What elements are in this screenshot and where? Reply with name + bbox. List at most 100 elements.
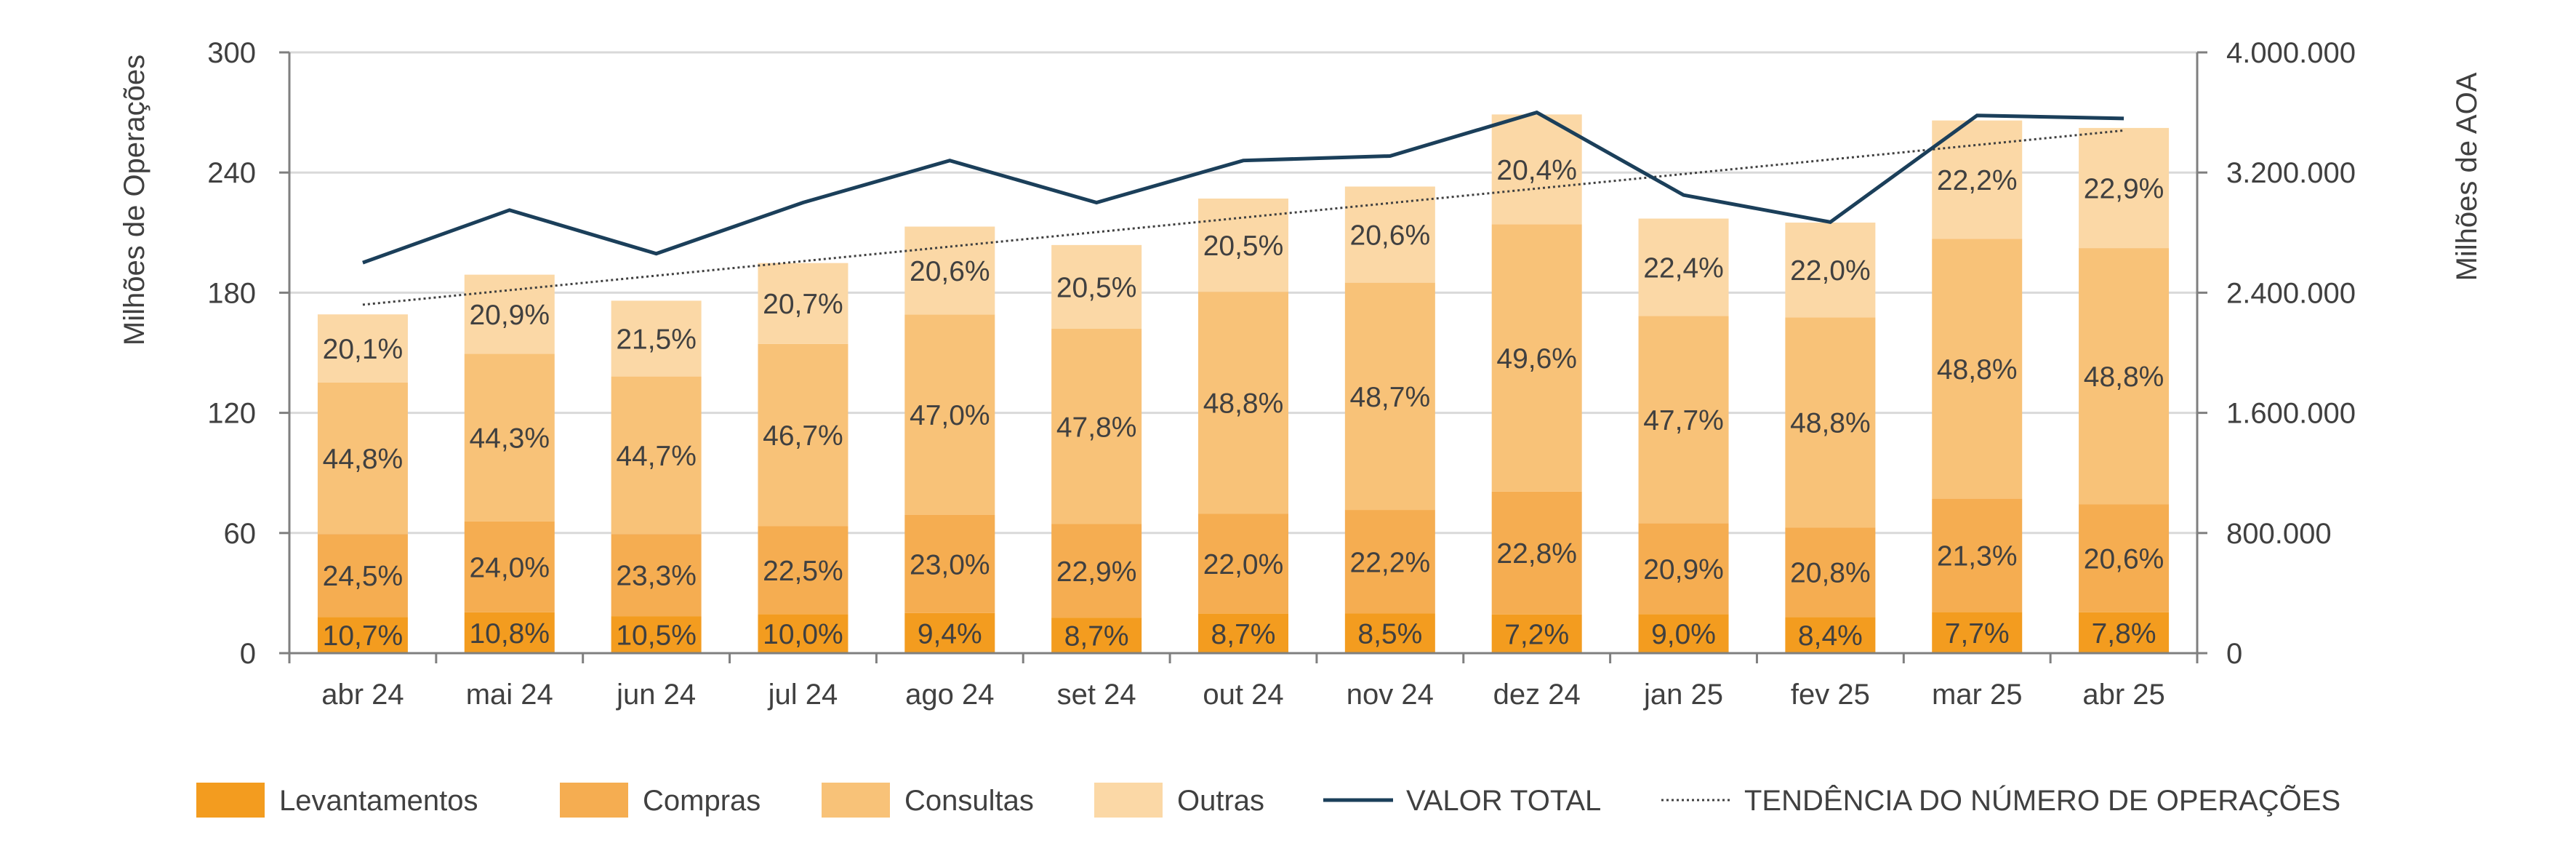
- bar-segment: [1491, 114, 1582, 225]
- data-label: 22,5%: [763, 556, 843, 587]
- bar-segment: [1491, 491, 1582, 615]
- y-left-tick-label: 300: [207, 37, 256, 69]
- data-label: 20,5%: [1056, 272, 1137, 303]
- data-label: 20,7%: [763, 289, 843, 320]
- data-label: 23,3%: [616, 561, 697, 592]
- data-label: 20,8%: [1790, 558, 1871, 589]
- data-label: 7,8%: [2092, 618, 2156, 650]
- data-label: 8,7%: [1064, 621, 1129, 652]
- data-label: 20,5%: [1203, 231, 1284, 262]
- data-label: 22,0%: [1790, 255, 1871, 287]
- y-right-tick-label: 3.200.000: [2226, 157, 2356, 189]
- legend-label: Levantamentos: [279, 785, 478, 817]
- data-label: 22,9%: [2084, 174, 2164, 205]
- legend-swatch: [560, 783, 628, 818]
- bar-segment: [611, 300, 702, 377]
- y-right-tick-label: 1.600.000: [2226, 398, 2356, 430]
- x-tick-label: nov 24: [1347, 679, 1434, 711]
- data-label: 47,0%: [910, 400, 990, 431]
- x-tick-label: jan 25: [1643, 679, 1723, 711]
- bar-segment: [1051, 329, 1142, 524]
- data-label: 22,4%: [1643, 252, 1724, 284]
- data-label: 48,8%: [1937, 354, 2018, 385]
- legend-label: Outras: [1177, 785, 1264, 817]
- legend-label: Consultas: [904, 785, 1034, 817]
- bar-segment: [464, 521, 555, 612]
- x-tick-label: fev 25: [1791, 679, 1870, 711]
- data-label: 48,7%: [1350, 382, 1431, 413]
- data-label: 10,8%: [469, 618, 550, 650]
- y-right-tick-label: 800.000: [2226, 518, 2332, 550]
- data-label: 20,6%: [910, 256, 990, 287]
- data-label: 20,6%: [2084, 543, 2164, 575]
- legend-swatch: [822, 783, 890, 818]
- bar-segment: [904, 314, 995, 515]
- data-label: 21,3%: [1937, 541, 2018, 572]
- y-right-tick-label: 2.400.000: [2226, 277, 2356, 309]
- data-label: 48,8%: [2084, 361, 2164, 393]
- data-label: 20,6%: [1350, 220, 1431, 252]
- bar-segment: [317, 617, 408, 653]
- data-label: 22,2%: [1350, 547, 1431, 578]
- bar-segment: [1051, 618, 1142, 653]
- bar-segment: [1638, 316, 1729, 524]
- x-tick-label: abr 24: [321, 679, 404, 711]
- data-label: 21,5%: [616, 324, 697, 356]
- data-label: 44,7%: [616, 441, 697, 472]
- data-label: 47,8%: [1056, 412, 1137, 443]
- bar-segment: [1344, 613, 1435, 653]
- x-tick-label: ago 24: [905, 679, 994, 711]
- bar-segment: [2079, 248, 2170, 505]
- bar-segment: [1344, 186, 1435, 283]
- bar-segment: [1932, 120, 2023, 239]
- data-label: 8,4%: [1798, 620, 1863, 652]
- bar-segment: [1198, 514, 1288, 614]
- y-axis-left-title: Milhões de Operações: [119, 55, 151, 345]
- bar-segment: [1491, 224, 1582, 492]
- bar-segment: [904, 612, 995, 653]
- data-label: 49,6%: [1496, 343, 1577, 375]
- bar-segment: [464, 612, 555, 653]
- data-label: 7,7%: [1945, 618, 2010, 650]
- bar-segment: [1932, 612, 2023, 653]
- data-label: 44,8%: [323, 444, 404, 475]
- bar-segment: [1638, 218, 1729, 316]
- data-label: 22,2%: [1937, 165, 2018, 196]
- bar-segment: [317, 534, 408, 618]
- bar-segment: [611, 616, 702, 653]
- bar-segment: [1198, 198, 1288, 292]
- lines: [362, 110, 2124, 306]
- axes: 0 60 120 180 240 300 0 800.000 1.600.000 2.400.00…: [207, 37, 2356, 711]
- data-label: 22,0%: [1203, 549, 1284, 580]
- data-label: 9,4%: [918, 618, 982, 650]
- bar-segment: [317, 314, 408, 383]
- bar-segment: [1491, 614, 1582, 653]
- bar-segment: [904, 514, 995, 613]
- bar-segment: [1638, 614, 1729, 653]
- data-label: 24,5%: [323, 561, 404, 592]
- bar-segment: [904, 226, 995, 315]
- data-label: 10,5%: [616, 620, 697, 652]
- valor-total-line: [362, 110, 2124, 265]
- bar-segment: [1785, 223, 1876, 318]
- x-tick-label: out 24: [1203, 679, 1283, 711]
- data-label: 22,9%: [1056, 556, 1137, 588]
- data-label: 9,0%: [1651, 619, 1716, 650]
- data-label: 20,9%: [1643, 554, 1724, 586]
- x-tick-label: mar 25: [1932, 679, 2023, 711]
- bar-segment: [611, 376, 702, 535]
- data-label: 20,1%: [323, 334, 404, 365]
- bar-segment: [758, 343, 848, 527]
- legend-label: TENDÊNCIA DO NÚMERO DE OPERAÇÕES: [1744, 784, 2340, 817]
- data-label: 8,5%: [1357, 619, 1422, 650]
- data-label: 10,0%: [763, 619, 843, 650]
- legend-label: Compras: [643, 785, 761, 817]
- bar-segment: [1051, 524, 1142, 618]
- stacked-bars: 10,7% 24,5% 44,8% 20,1% 10,8% 24,0% 44,3% 20,9%…: [317, 114, 2170, 653]
- x-tick-label: dez 24: [1493, 679, 1581, 711]
- x-tick-label: set 24: [1057, 679, 1136, 711]
- x-tick-label: jun 24: [616, 679, 696, 711]
- bar-segment: [1785, 527, 1876, 618]
- y-right-tick-label: 0: [2226, 638, 2242, 670]
- y-left-tick-label: 0: [240, 638, 256, 670]
